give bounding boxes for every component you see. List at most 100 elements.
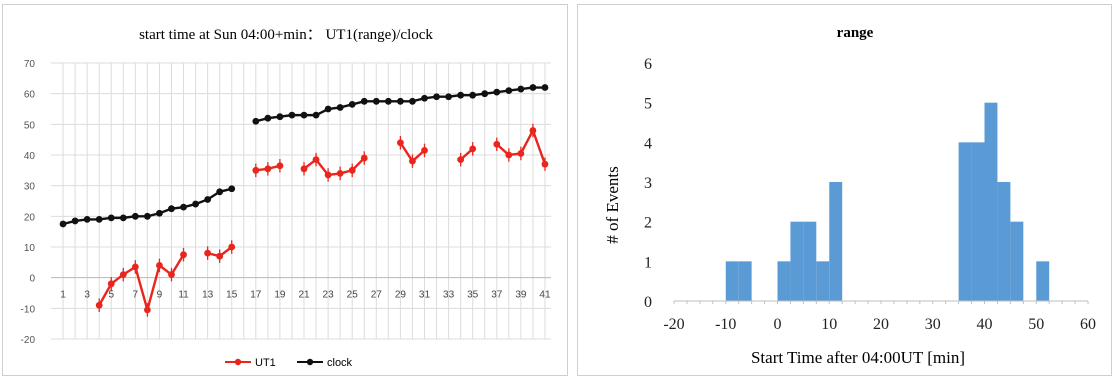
- clock-data-point: [384, 97, 392, 105]
- clock-data-point: [288, 111, 296, 119]
- ut1-data-point: [493, 140, 501, 148]
- legend-label-clock: clock: [327, 357, 353, 369]
- clock-data-point: [348, 101, 356, 108]
- ut1-data-point: [143, 306, 151, 314]
- x-tick-label: 7: [133, 290, 139, 301]
- clock-data-point: [517, 85, 525, 93]
- clock-data-point: [360, 97, 368, 105]
- clock-data-point: [433, 93, 440, 101]
- clock-data-point: [421, 94, 428, 102]
- histogram-chart: range 0 1 2 3 4 5 6 -20 -10 0 10 20 30 40 50 60 Start …: [603, 25, 1096, 367]
- clock-data-point: [143, 212, 151, 220]
- clock-data-point: [252, 117, 260, 125]
- clock-data-point: [168, 205, 175, 213]
- x-tick-label: 21: [298, 290, 310, 301]
- clock-data-point: [107, 214, 115, 222]
- x-tick-label: 35: [467, 290, 479, 301]
- x-tick-label: 41: [539, 290, 551, 301]
- clock-data-point: [276, 113, 284, 121]
- x-tick-label: 1: [60, 290, 66, 301]
- legend-marker-clock: [306, 358, 314, 366]
- y-tick-label: -10: [21, 304, 36, 315]
- histogram-title: range: [837, 25, 874, 41]
- ut1-data-point: [360, 154, 368, 162]
- clock-data-point: [469, 91, 477, 99]
- ut1-data-point: [517, 150, 525, 157]
- ut1-data-point: [336, 170, 344, 177]
- y-tick-label: 0: [29, 274, 35, 285]
- y-tick-label: 40: [24, 151, 36, 162]
- clock-data-point: [228, 185, 236, 193]
- histogram-bar: [958, 142, 972, 301]
- clock-data-point: [312, 111, 320, 119]
- ut1-data-point: [180, 251, 187, 259]
- x-tick-label: 25: [347, 290, 359, 301]
- x-tick-label: -20: [663, 316, 684, 333]
- histogram-bar: [1010, 221, 1024, 301]
- ut1-data-point: [469, 145, 477, 153]
- histogram-bar: [971, 142, 985, 301]
- histogram-bar: [725, 261, 739, 301]
- line-chart-panel: -20 -10 0 10 20 30 40 50 60 70 1 3 5 7 9 11 13 15 17 19 21 2…: [2, 4, 568, 376]
- clock-data-point: [71, 217, 79, 225]
- y-tick-label: 50: [24, 120, 36, 131]
- y-tick-label: 1: [644, 254, 652, 271]
- histogram-bar: [738, 261, 752, 301]
- y-tick-label: 70: [24, 59, 36, 70]
- clock-data-point: [396, 97, 404, 105]
- y-tick-label: 3: [644, 175, 652, 192]
- x-tick-label: 27: [371, 290, 383, 301]
- ut1-data-point: [156, 262, 163, 269]
- clock-data-point: [493, 88, 501, 96]
- x-tick-label: 10: [821, 316, 837, 333]
- x-tick-label: 50: [1028, 316, 1044, 333]
- x-tick-label: 15: [226, 290, 238, 301]
- y-tick-label: -20: [21, 335, 36, 346]
- y-tick-label: 20: [24, 212, 36, 223]
- ut1-data-point: [396, 139, 404, 147]
- y-tick-label: 0: [644, 294, 652, 311]
- x-tick-label: 40: [977, 316, 993, 333]
- ut1-data-point: [312, 156, 320, 164]
- ut1-data-point: [131, 263, 139, 271]
- clock-data-point: [324, 105, 332, 113]
- ut1-data-point: [119, 271, 127, 278]
- histogram-bar: [1036, 261, 1050, 301]
- legend-marker-ut1: [234, 358, 242, 366]
- ut1-data-point: [324, 171, 332, 179]
- ut1-data-point: [505, 151, 513, 159]
- x-tick-label: -10: [715, 316, 736, 333]
- histogram-bar: [777, 261, 791, 301]
- x-tick-label: 23: [323, 290, 335, 301]
- clock-data-point: [336, 104, 344, 111]
- histogram-bar: [829, 182, 843, 301]
- y-tick-label: 10: [24, 243, 36, 254]
- y-axis-label: # of Events: [603, 166, 622, 243]
- ut1-data-point: [264, 165, 272, 173]
- x-axis-label: Start Time after 04:00UT [min]: [751, 348, 965, 367]
- y-tick-label: 6: [644, 56, 652, 73]
- x-tick-label: 30: [925, 316, 941, 333]
- clock-data-point: [59, 220, 67, 228]
- clock-data-point: [372, 97, 380, 105]
- x-tick-label: 33: [443, 290, 455, 301]
- x-tick-label: 17: [250, 290, 262, 301]
- histogram-bar: [984, 102, 998, 302]
- y-tick-label: 2: [644, 215, 652, 232]
- x-tick-label: 29: [395, 290, 407, 301]
- x-tick-label: 31: [419, 290, 431, 301]
- clock-data-point: [180, 203, 187, 211]
- x-tick-label: 13: [202, 290, 214, 301]
- histogram-bar: [997, 182, 1011, 301]
- clock-data-point: [83, 216, 91, 223]
- clock-data-point: [529, 84, 537, 91]
- ut1-data-point: [409, 157, 416, 165]
- clock-data-point: [131, 212, 139, 220]
- ut1-data-point: [541, 160, 549, 168]
- y-tick-label: 30: [24, 182, 36, 193]
- ut1-data-point: [252, 166, 260, 174]
- clock-data-point: [156, 209, 163, 217]
- clock-data-point: [505, 87, 513, 94]
- clock-data-point: [95, 216, 103, 223]
